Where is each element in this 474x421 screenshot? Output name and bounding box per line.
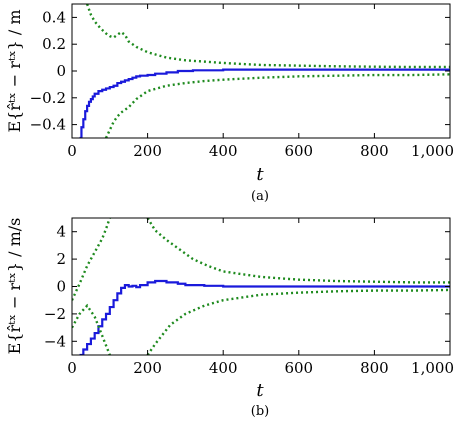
x-tick-label: 0 (67, 359, 77, 377)
series-group (72, 218, 450, 355)
y-tick-label: −2 (44, 305, 66, 323)
mean-error-line (79, 279, 450, 355)
x-tick-label: 200 (133, 359, 162, 377)
y-tick-label: −0.2 (30, 89, 66, 107)
x-axis-label: t (256, 380, 264, 401)
y-tick-label: 0.2 (42, 35, 66, 53)
x-tick-label: 200 (133, 142, 162, 160)
y-tick-label: 0 (56, 278, 66, 296)
upper-bound-line (72, 218, 111, 301)
y-axis-label: E{r̂ᵗˣ − rᵗˣ} / m (5, 9, 24, 132)
chart-panel-a: E{r̂ᵗˣ − rᵗˣ} / m t (a) 0 200 400 600 800 1,0… (5, 3, 454, 204)
x-tick-label: 1,000 (411, 142, 454, 160)
panel-caption: (a) (251, 189, 269, 204)
upper-bound-line (85, 4, 450, 69)
x-tick-label: 0 (67, 142, 77, 160)
y-tick-label: −0.4 (30, 116, 66, 134)
x-tick-label: 800 (360, 359, 389, 377)
lower-bound-line (146, 288, 450, 355)
y-axis-label: E{r̂ᵗˣ − rᵗˣ} / m/s (5, 218, 24, 355)
y-tick-label: −4 (44, 332, 66, 350)
series-group (79, 4, 450, 138)
x-axis-label: t (256, 164, 264, 185)
chart-panel-b: E{r̂ᵗˣ − rᵗˣ} / m/s t (b) 0 200 400 600 800 1… (5, 217, 454, 419)
y-tick-label: 4 (56, 223, 66, 241)
lower-bound-line (72, 303, 111, 355)
x-tick-label: 400 (209, 142, 238, 160)
x-tick-label: 600 (284, 142, 313, 160)
x-tick-label: 400 (209, 359, 238, 377)
upper-bound-line (146, 218, 450, 284)
x-tick-label: 1,000 (411, 359, 454, 377)
panel-caption: (b) (251, 404, 269, 419)
y-tick-label: 0 (56, 62, 66, 80)
x-tick-label: 600 (284, 359, 313, 377)
mean-error-line (79, 68, 450, 138)
y-tick-label: 0.4 (42, 8, 66, 26)
x-tick-label: 800 (360, 142, 389, 160)
lower-bound-line (104, 73, 450, 138)
plot-frame (71, 3, 451, 139)
y-tick-label: 2 (56, 250, 66, 268)
